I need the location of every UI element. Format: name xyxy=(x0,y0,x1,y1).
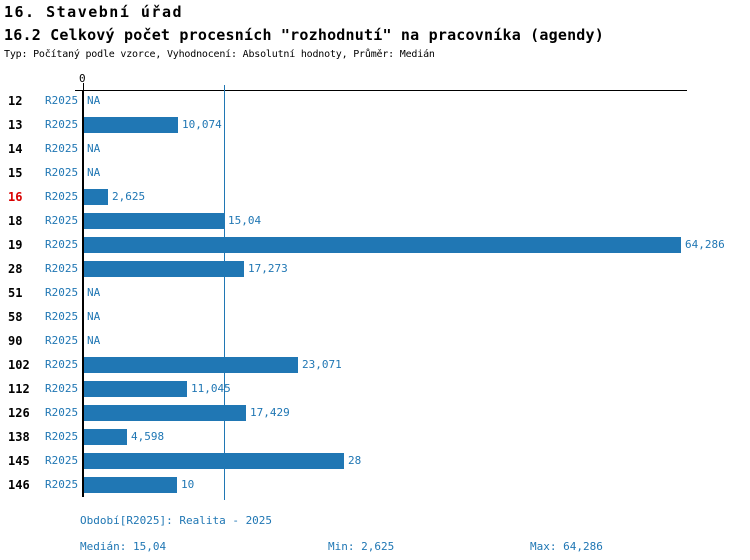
bar-value-label: 10 xyxy=(181,478,195,491)
row-label: 12 xyxy=(8,94,23,108)
bar-value-label: NA xyxy=(87,166,101,179)
row-label: 126 xyxy=(8,406,30,420)
row-label: 102 xyxy=(8,358,30,372)
row-series-label: R2025 xyxy=(45,358,79,371)
chart-row: 12 R2025 NA xyxy=(0,89,750,113)
page-title: 16. Stavební úřad xyxy=(4,3,184,21)
bar-value-label: 17,273 xyxy=(248,262,288,275)
footer-period: Období[R2025]: Realita - 2025 xyxy=(80,514,273,527)
bar-value-label: 15,04 xyxy=(228,214,262,227)
bar-value-label: 4,598 xyxy=(131,430,165,443)
row-label: 146 xyxy=(8,478,30,492)
chart-row: 28 R2025 17,273 xyxy=(0,257,750,281)
chart-row: 126 R2025 17,429 xyxy=(0,401,750,425)
bar-value-label: NA xyxy=(87,286,101,299)
bar xyxy=(84,261,244,277)
chart-row: 138 R2025 4,598 xyxy=(0,425,750,449)
chart-meta-line: Typ: Počítaný podle vzorce, Vyhodnocení:… xyxy=(4,49,435,60)
row-series-label: R2025 xyxy=(45,142,79,155)
x-axis-zero-label: 0 xyxy=(79,72,86,85)
row-label: 138 xyxy=(8,430,30,444)
bar xyxy=(84,429,127,445)
bar-value-label: 11,045 xyxy=(191,382,231,395)
chart-row: 15 R2025 NA xyxy=(0,161,750,185)
footer-median: Medián: 15,04 xyxy=(80,540,167,553)
bar-value-label: NA xyxy=(87,334,101,347)
row-label: 58 xyxy=(8,310,23,324)
row-series-label: R2025 xyxy=(45,238,79,251)
x-axis-line xyxy=(75,90,687,91)
chart-row: 13 R2025 10,074 xyxy=(0,113,750,137)
bar xyxy=(84,477,177,493)
row-label: 16 xyxy=(8,190,23,204)
chart-row: 16 R2025 2,625 xyxy=(0,185,750,209)
footer-max: Max: 64,286 xyxy=(530,540,603,553)
bar xyxy=(84,357,298,373)
chart-row: 19 R2025 64,286 xyxy=(0,233,750,257)
bar-value-label: 23,071 xyxy=(302,358,342,371)
bar xyxy=(84,381,187,397)
bar xyxy=(84,237,681,253)
row-series-label: R2025 xyxy=(45,94,79,107)
chart-row: 90 R2025 NA xyxy=(0,329,750,353)
row-label: 15 xyxy=(8,166,23,180)
bar xyxy=(84,189,108,205)
chart-row: 58 R2025 NA xyxy=(0,305,750,329)
bar-value-label: NA xyxy=(87,142,101,155)
row-series-label: R2025 xyxy=(45,118,79,131)
bar xyxy=(84,117,178,133)
row-series-label: R2025 xyxy=(45,166,79,179)
bar xyxy=(84,453,344,469)
row-series-label: R2025 xyxy=(45,310,79,323)
footer-min: Min: 2,625 xyxy=(328,540,395,553)
chart-row: 145 R2025 28 xyxy=(0,449,750,473)
bar xyxy=(84,213,224,229)
bar-value-label: 64,286 xyxy=(685,238,725,251)
chart-row: 51 R2025 NA xyxy=(0,281,750,305)
y-axis-line xyxy=(82,90,84,497)
chart-subtitle: 16.2 Celkový počet procesních "rozhodnut… xyxy=(4,26,604,44)
chart-row: 14 R2025 NA xyxy=(0,137,750,161)
row-series-label: R2025 xyxy=(45,286,79,299)
bar-value-label: 17,429 xyxy=(250,406,290,419)
chart-row: 112 R2025 11,045 xyxy=(0,377,750,401)
row-label: 112 xyxy=(8,382,30,396)
row-label: 18 xyxy=(8,214,23,228)
row-label: 14 xyxy=(8,142,23,156)
chart-row: 18 R2025 15,04 xyxy=(0,209,750,233)
row-label: 51 xyxy=(8,286,23,300)
chart-row: 146 R2025 10 xyxy=(0,473,750,497)
row-series-label: R2025 xyxy=(45,478,79,491)
row-series-label: R2025 xyxy=(45,382,79,395)
row-label: 13 xyxy=(8,118,23,132)
row-series-label: R2025 xyxy=(45,454,79,467)
row-series-label: R2025 xyxy=(45,430,79,443)
row-series-label: R2025 xyxy=(45,190,79,203)
chart-row: 102 R2025 23,071 xyxy=(0,353,750,377)
row-label: 28 xyxy=(8,262,23,276)
bar xyxy=(84,405,246,421)
row-series-label: R2025 xyxy=(45,262,79,275)
row-series-label: R2025 xyxy=(45,406,79,419)
bar-value-label: NA xyxy=(87,94,101,107)
row-label: 145 xyxy=(8,454,30,468)
bar-value-label: 2,625 xyxy=(112,190,146,203)
row-series-label: R2025 xyxy=(45,334,79,347)
bar-value-label: 10,074 xyxy=(182,118,222,131)
row-label: 19 xyxy=(8,238,23,252)
row-series-label: R2025 xyxy=(45,214,79,227)
bar-value-label: NA xyxy=(87,310,101,323)
row-label: 90 xyxy=(8,334,23,348)
bar-value-label: 28 xyxy=(348,454,362,467)
x-axis-zero-tick xyxy=(83,83,84,90)
median-line xyxy=(224,85,225,500)
